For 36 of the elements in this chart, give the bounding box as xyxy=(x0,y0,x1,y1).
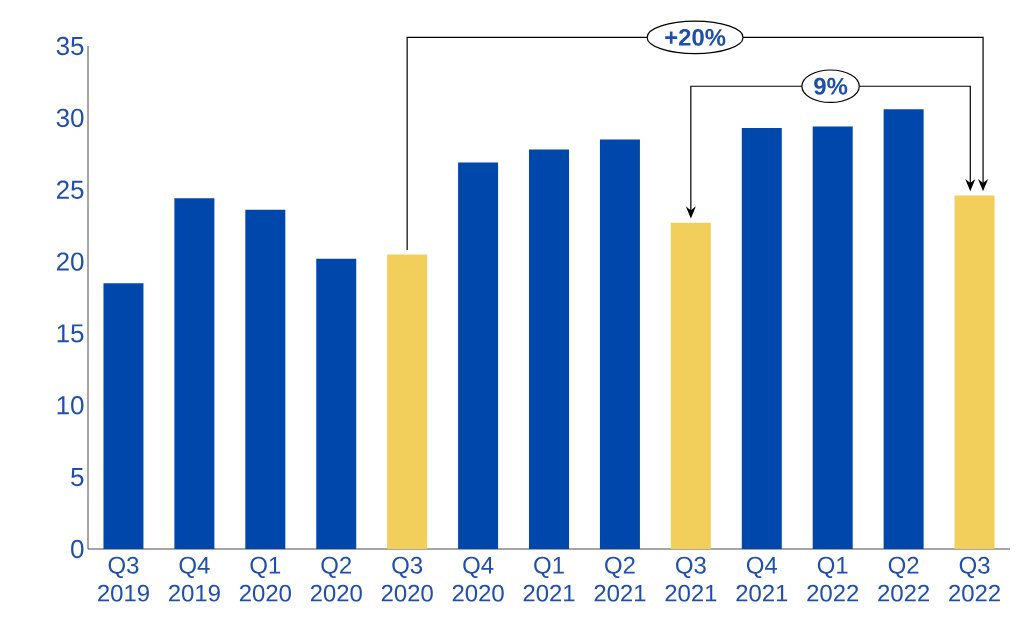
x-tick-label: Q4 2019 xyxy=(168,556,220,602)
x-tick-label: Q3 2022 xyxy=(949,556,1000,602)
bar xyxy=(670,222,711,549)
bar xyxy=(599,139,640,549)
y-tick-label: 15 xyxy=(57,324,84,343)
bar xyxy=(883,109,924,549)
y-tick-label: 20 xyxy=(56,252,84,271)
x-tick-label: Q1 2021 xyxy=(523,556,575,602)
y-tick-label: 35 xyxy=(56,36,84,56)
bar xyxy=(458,162,499,549)
x-tick-label: Q4 2020 xyxy=(452,556,504,602)
x-tick-label: Q2 2020 xyxy=(310,556,362,602)
bar xyxy=(387,254,428,549)
annotation: 9% xyxy=(814,77,848,95)
text: +20% xyxy=(665,28,726,46)
bar xyxy=(174,198,215,549)
y-tick-label: 10 xyxy=(57,396,84,415)
bar xyxy=(245,209,286,549)
bar xyxy=(954,195,995,549)
y-tick-label: 0 xyxy=(71,539,84,559)
bar xyxy=(103,283,144,549)
x-tick-label: Q4 2021 xyxy=(736,556,788,602)
y-tick-label: 5 xyxy=(71,468,84,487)
x-tick-label: Q2 2022 xyxy=(878,556,930,602)
bar xyxy=(529,149,569,549)
y-tick-label: 30 xyxy=(56,108,84,128)
x-tick-label: Q2 2021 xyxy=(594,556,646,602)
x-tick-label: Q1 2020 xyxy=(239,556,291,602)
x-tick-label: Q3 2020 xyxy=(381,556,433,602)
bar xyxy=(741,127,782,549)
x-tick-label: Q1 2022 xyxy=(807,556,859,602)
bar xyxy=(812,126,853,549)
y-tick-label: 25 xyxy=(56,180,84,199)
x-tick-label: Q3 2019 xyxy=(98,556,149,602)
x-tick-label: Q3 2021 xyxy=(665,556,717,602)
bar xyxy=(316,258,357,549)
